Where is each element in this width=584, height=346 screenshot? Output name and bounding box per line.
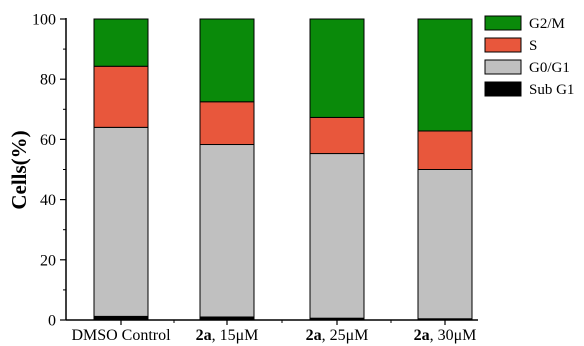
legend-swatch-sub-g1 — [484, 81, 522, 97]
bar-g2-m-2 — [199, 18, 255, 103]
x-tick-label-text: , 15μM — [212, 327, 259, 344]
bar-s-1 — [93, 65, 149, 128]
x-tick-label: 2a, 15μM — [196, 327, 259, 344]
legend-label-sub-g1: Sub G1 — [529, 82, 574, 98]
legend-swatch-g2-m — [484, 15, 522, 31]
y-tick-label: 100 — [32, 12, 56, 29]
x-tick-label-bold: 2a — [414, 327, 430, 344]
x-tick-label: 2a, 30μM — [414, 327, 477, 344]
y-axis-title: Cells(%) — [7, 130, 31, 209]
legend-label-s: S — [529, 38, 537, 54]
x-tick-label-text: , 30μM — [430, 327, 477, 344]
x-tick-label: DMSO Control — [71, 327, 171, 344]
x-tick-label-bold: 2a — [306, 327, 322, 344]
bar-s-2 — [199, 101, 255, 146]
y-tick-label: 40 — [40, 192, 56, 209]
bar-s-4 — [417, 130, 473, 170]
bar-g0-g1-1 — [93, 126, 149, 317]
legend-swatch-s — [484, 37, 522, 53]
bar-g2-m-1 — [93, 18, 149, 67]
x-tick-label: 2a, 25μM — [306, 327, 369, 344]
bar-g2-m-4 — [417, 18, 473, 132]
bar-g0-g1-3 — [309, 153, 365, 319]
y-tick-label: 0 — [48, 313, 56, 330]
bar-s-3 — [309, 116, 365, 155]
bar-g2-m-3 — [309, 18, 365, 118]
y-tick-label: 20 — [40, 252, 56, 269]
legend-swatch-g0-g1 — [484, 59, 522, 75]
legend: G2/M S G0/G1 Sub G1 — [484, 15, 574, 98]
y-tick-label: 80 — [40, 72, 56, 89]
legend-label-g2-m: G2/M — [529, 16, 565, 32]
x-tick-label-text: DMSO Control — [71, 327, 171, 344]
y-tick-label: 60 — [40, 132, 56, 149]
bar-g0-g1-2 — [199, 144, 255, 318]
x-tick-label-bold: 2a — [196, 327, 212, 344]
bars-layer — [93, 18, 473, 321]
x-tick-label-text: , 25μM — [322, 327, 369, 344]
bar-g0-g1-4 — [417, 169, 473, 320]
legend-label-g0-g1: G0/G1 — [529, 60, 570, 76]
